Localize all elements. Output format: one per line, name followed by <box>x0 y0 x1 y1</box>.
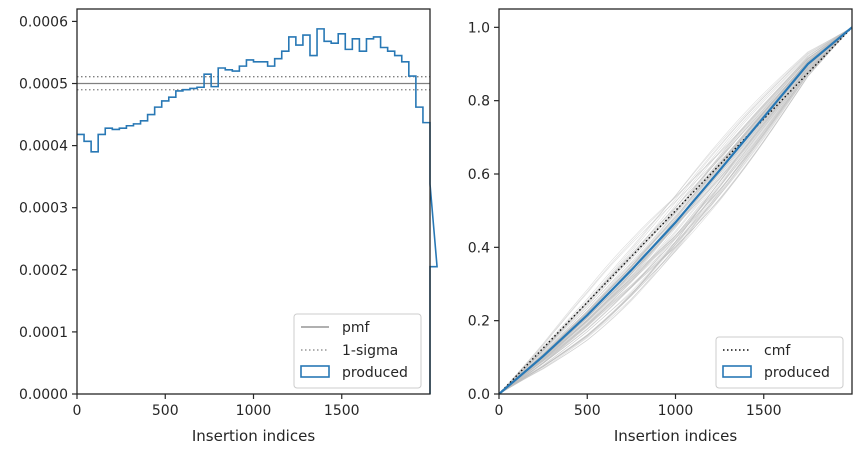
left-x-ticks: 0 500 1000 1500 <box>73 394 360 419</box>
sample-cdf-line <box>498 27 853 395</box>
legend-produced-label-right: produced <box>764 365 830 381</box>
right-y-tick-label: 0.4 <box>468 240 490 256</box>
sample-cdf-line <box>498 27 853 395</box>
legend-produced-swatch-right <box>722 365 752 378</box>
right-y-tick-label: 0.2 <box>468 314 490 330</box>
left-x-tick-label: 500 <box>152 403 179 419</box>
sample-cdf-line <box>498 27 853 395</box>
right-x-axis-label: Insertion indices <box>614 427 737 445</box>
sample-cdf-line <box>498 27 853 395</box>
right-x-tick-label: 500 <box>574 403 601 419</box>
sample-cdf-line <box>498 27 853 395</box>
left-y-ticks: 0.0000 0.0001 0.0002 0.0003 0.0004 0.0005 0.00… <box>19 14 77 403</box>
legend-produced-swatch <box>300 365 330 378</box>
right-x-ticks: 0 500 1000 1500 <box>495 394 782 419</box>
right-legend: cmf produced <box>715 336 844 389</box>
sample-cdf-line <box>498 27 853 395</box>
produced-histogram <box>77 28 438 394</box>
sample-cdf-line <box>498 27 853 395</box>
left-y-tick-label: 0.0003 <box>19 201 68 217</box>
left-y-tick-label: 0.0002 <box>19 263 68 279</box>
sample-cdf-line <box>498 27 853 395</box>
right-y-tick-label: 0.0 <box>468 387 490 403</box>
left-legend-box <box>293 313 422 389</box>
produced-cdf-line <box>498 26 853 395</box>
sample-cdf-line <box>498 27 853 395</box>
sample-cdf-line <box>498 27 853 395</box>
sample-cdf-line <box>498 27 853 395</box>
right-y-tick-label: 0.8 <box>468 94 490 110</box>
legend-cmf-label: cmf <box>764 343 791 359</box>
left-x-tick-label: 1500 <box>324 403 360 419</box>
sample-cdf-line <box>498 27 853 395</box>
sample-cdf-line <box>498 27 853 395</box>
right-y-ticks: 0.0 0.2 0.4 0.6 0.8 1.0 <box>468 20 499 403</box>
legend-produced-label: produced <box>342 365 408 381</box>
right-x-tick-label: 1000 <box>658 403 694 419</box>
cmf-line <box>498 26 853 395</box>
left-x-tick-label: 1000 <box>236 403 272 419</box>
left-y-tick-label: 0.0001 <box>19 325 68 341</box>
left-x-axis-label: Insertion indices <box>192 427 315 445</box>
right-y-tick-label: 0.6 <box>468 167 490 183</box>
left-x-tick-label: 0 <box>73 403 82 419</box>
right-y-tick-label: 1.0 <box>468 20 490 36</box>
left-y-tick-label: 0.0004 <box>19 139 68 155</box>
left-y-tick-label: 0.0000 <box>19 387 68 403</box>
right-x-tick-label: 0 <box>495 403 504 419</box>
left-y-tick-label: 0.0006 <box>19 14 68 30</box>
sample-cdf-line <box>498 27 853 395</box>
left-y-tick-label: 0.0005 <box>19 77 68 93</box>
left-chart: 0 500 1000 1500 0.00000.00010.00020.00030.0… <box>19 8 438 445</box>
right-x-tick-label: 1500 <box>746 403 782 419</box>
left-legend: pmf 1-sigma produced <box>293 313 422 389</box>
legend-sigma-label: 1-sigma <box>342 343 398 359</box>
one-sigma-lines <box>77 76 430 91</box>
right-chart: 0 500 1000 1500 0.0 0.2 0.4 0.6 0.8 1.0 Insertio… <box>468 8 853 445</box>
legend-pmf-label: pmf <box>342 320 371 336</box>
sample-cdf-line <box>498 27 853 395</box>
